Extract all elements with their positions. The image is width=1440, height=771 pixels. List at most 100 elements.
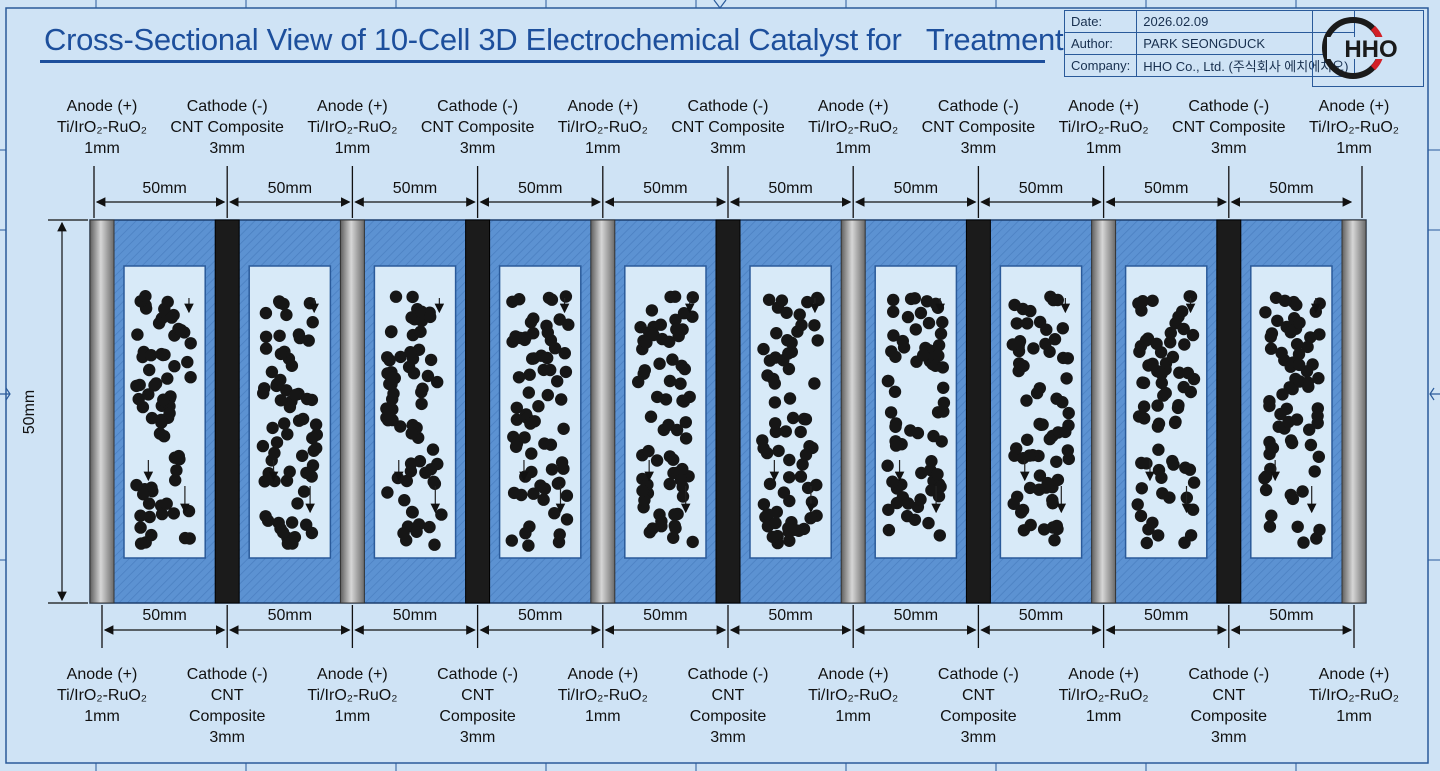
cathode-label-bottom-line: 3mm: [459, 729, 496, 746]
catalyst-particle: [757, 498, 771, 511]
catalyst-particle: [297, 485, 311, 498]
catalyst-particle: [1291, 520, 1304, 533]
catalyst-particle: [1152, 443, 1165, 456]
cathode-label-bottom-line: 3mm: [960, 729, 997, 746]
cathode-label-top-line: 3mm: [1211, 140, 1247, 157]
cathode-plate: [465, 219, 491, 604]
cathode-label-top-line: CNT Composite: [420, 119, 535, 136]
catalyst-particle: [915, 466, 928, 480]
catalyst-particle: [280, 308, 293, 322]
cathode-label-top-line: 3mm: [710, 140, 746, 157]
anode-label-bottom-line: 1mm: [1085, 708, 1122, 725]
catalyst-particle: [782, 521, 795, 535]
catalyst-particle: [1057, 351, 1070, 365]
catalyst-particle: [509, 440, 523, 453]
catalyst-particle: [769, 516, 782, 530]
catalyst-particle: [908, 513, 922, 526]
catalyst-particle: [1131, 498, 1144, 511]
catalyst-particle: [276, 526, 290, 539]
catalyst-particle: [663, 374, 677, 388]
catalyst-particle: [1172, 399, 1185, 412]
catalyst-particle: [1284, 434, 1298, 447]
catalyst-particle: [1169, 415, 1182, 428]
catalyst-particle: [404, 465, 418, 478]
catalyst-particle: [775, 294, 789, 307]
catalyst-particle: [283, 400, 297, 414]
catalyst-particle: [300, 392, 314, 406]
catalyst-particle: [1040, 323, 1053, 336]
cathode-label-top-line: Cathode (-): [437, 98, 519, 115]
cathode-label-bottom-line: Composite: [689, 708, 767, 725]
anode-plate: [1091, 219, 1117, 604]
catalyst-particle: [555, 456, 569, 469]
catalyst-particle: [545, 463, 559, 476]
anode-label-top: Anode (+) Ti/IrO₂-RuO₂ 1mm: [788, 96, 918, 159]
catalyst-particle: [181, 355, 194, 369]
catalyst-particle: [537, 363, 550, 377]
catalyst-particle: [559, 365, 573, 379]
anode-label-top-line: 1mm: [84, 140, 120, 157]
cathode-label-bottom-line: CNT: [210, 687, 244, 704]
catalyst-particle: [934, 480, 947, 493]
catalyst-particle: [142, 497, 156, 510]
anode-label-top: Anode (+) Ti/IrO₂-RuO₂ 1mm: [37, 96, 167, 159]
cathode-label-bottom-line: Cathode (-): [937, 666, 1019, 683]
catalyst-particle: [782, 362, 796, 376]
catalyst-particle: [1048, 333, 1062, 346]
cathode-label-top-line: CNT Composite: [170, 119, 284, 136]
catalyst-particle: [1304, 331, 1317, 344]
catalyst-particle: [291, 497, 304, 510]
catalyst-particle: [917, 349, 930, 362]
cathode-label-top: Cathode (-) CNT Composite 3mm: [413, 96, 543, 159]
catalyst-particle: [783, 494, 796, 508]
drawing-title: Cross-Sectional View of 10-Cell 3D Elect…: [44, 22, 1064, 57]
catalyst-particle: [646, 522, 659, 535]
catalyst-particle: [1155, 471, 1168, 484]
catalyst-particle: [1152, 529, 1165, 542]
catalyst-particle: [435, 508, 448, 521]
catalyst-particle: [1301, 340, 1314, 354]
catalyst-particle: [522, 386, 535, 399]
catalyst-particle: [887, 293, 900, 307]
catalyst-particle: [887, 305, 900, 318]
catalyst-particle: [1047, 293, 1060, 307]
anode-label-top-line: Anode (+): [567, 98, 639, 115]
cathode-label-bottom-line: Composite: [940, 708, 1017, 725]
anode-label-bottom-line: Ti/IrO₂-RuO₂: [1058, 687, 1149, 704]
anode-label-top-line: 1mm: [835, 140, 871, 157]
anode-label-top-line: Ti/IrO₂-RuO₂: [307, 119, 398, 136]
catalyst-particle: [1258, 472, 1271, 485]
cell-width-label-bottom: 50mm: [893, 607, 939, 624]
catalyst-particle: [1136, 295, 1149, 308]
cathode-plate: [965, 219, 991, 604]
catalyst-particle: [274, 394, 288, 407]
title-underline: [40, 60, 1045, 63]
catalyst-particle: [424, 310, 437, 324]
catalyst-particle: [914, 306, 928, 320]
catalyst-particle: [389, 290, 403, 303]
catalyst-particle: [882, 503, 895, 516]
catalyst-particle: [1051, 473, 1065, 487]
catalyst-particle: [398, 494, 411, 507]
catalyst-particle: [541, 388, 554, 402]
anode-label-bottom-line: Anode (+): [317, 666, 388, 683]
catalyst-particle: [274, 373, 287, 387]
anode-label-top-line: Ti/IrO₂-RuO₂: [1058, 119, 1149, 136]
catalyst-particle: [1259, 483, 1273, 497]
cell-width-label-top: 50mm: [1143, 180, 1189, 197]
cell-width-label-bottom: 50mm: [643, 607, 688, 624]
catalyst-particle: [638, 494, 651, 507]
catalyst-particle: [507, 486, 521, 500]
catalyst-particle: [811, 334, 824, 347]
cell-width-label-top: 50mm: [643, 180, 688, 197]
cathode-label-bottom-line: Cathode (-): [1188, 666, 1270, 683]
cathode-label-bottom-line: Cathode (-): [437, 666, 519, 683]
catalyst-particle: [927, 429, 940, 443]
cell-width-label-bottom: 50mm: [768, 607, 813, 624]
catalyst-particle: [783, 453, 796, 467]
cathode-label-top-line: Cathode (-): [1188, 98, 1270, 115]
catalyst-particle: [527, 487, 540, 500]
catalyst-particle: [257, 387, 270, 400]
catalyst-particle: [562, 318, 575, 331]
company-label: Company:: [1063, 54, 1138, 77]
